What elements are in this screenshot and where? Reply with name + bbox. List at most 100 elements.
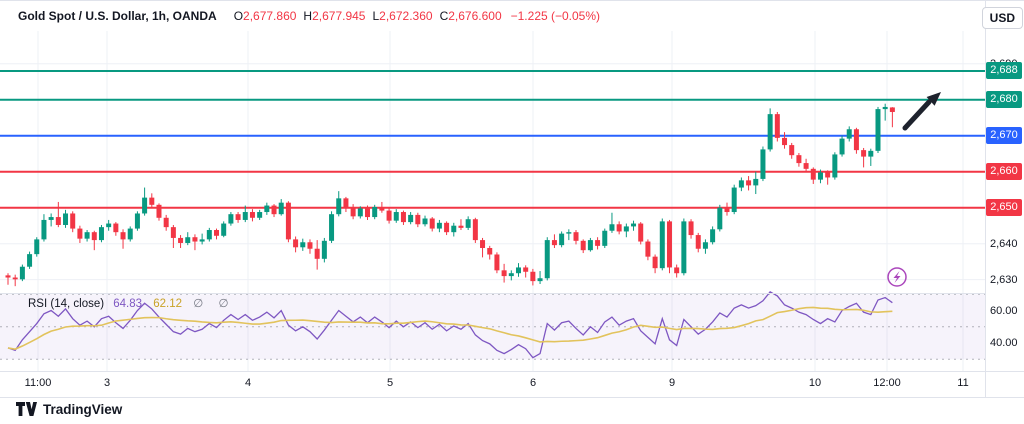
candle-body <box>350 208 356 217</box>
candle-body <box>55 217 61 225</box>
currency-button[interactable]: USD <box>981 7 1023 29</box>
candle-body <box>731 187 737 213</box>
candle-body <box>300 242 306 248</box>
symbol-title[interactable]: Gold Spot / U.S. Dollar, 1h, OANDA <box>18 9 217 23</box>
candle-body <box>868 150 874 157</box>
open-value: 2,677.860 <box>243 9 297 23</box>
candle-body <box>285 202 291 240</box>
candle-body <box>98 227 104 241</box>
candle-body <box>566 232 572 234</box>
time-axis-label-12:00: 12:00 <box>873 377 901 389</box>
time-axis-label-6: 6 <box>529 377 537 389</box>
candle-body <box>609 224 615 231</box>
candle-body <box>106 223 112 228</box>
time-axis-label-11:00: 11:00 <box>24 377 52 389</box>
candle-body <box>156 204 162 218</box>
candle-body <box>91 232 97 241</box>
candle-body <box>77 228 83 239</box>
rsi-title[interactable]: RSI (14, close) <box>28 298 105 310</box>
price-level-badge-2688[interactable]: 2,688 <box>986 62 1022 80</box>
candle-body <box>185 237 191 243</box>
arrow-shaft[interactable] <box>902 99 932 131</box>
price-level-badge-2670[interactable]: 2,670 <box>986 127 1022 145</box>
candle-body <box>889 107 895 112</box>
time-axis[interactable]: 11:00 3 4 5 6 9 10 12:00 11 <box>0 371 985 397</box>
price-level-badge-2650[interactable]: 2,650 <box>986 199 1022 217</box>
candle-body <box>537 278 543 282</box>
candle-body <box>379 206 385 211</box>
candle-body <box>595 240 601 246</box>
lightning-icon[interactable] <box>893 271 901 283</box>
candle-body <box>674 267 680 274</box>
candle-body <box>602 230 608 246</box>
candle-body <box>170 227 176 238</box>
candle-body <box>214 230 220 236</box>
time-axis-separator <box>0 371 1024 372</box>
candle-body <box>724 207 730 213</box>
candle-body <box>163 217 169 228</box>
candle-body <box>293 239 299 248</box>
candle-body <box>436 222 442 229</box>
candle-body <box>623 226 629 232</box>
time-axis-label-10: 10 <box>808 377 822 389</box>
candle-body <box>717 207 723 230</box>
rsi-ma-line <box>7 306 893 350</box>
close-label: C <box>439 9 449 23</box>
candle-body <box>810 168 816 180</box>
candle-body <box>63 213 69 225</box>
candle-body <box>70 213 76 229</box>
time-axis-label-4: 4 <box>244 377 252 389</box>
high-label: H <box>303 9 313 23</box>
high-value: 2,677.945 <box>312 9 366 23</box>
candle-body <box>314 248 320 259</box>
tradingview-logo[interactable]: TradingView <box>16 402 122 417</box>
candle-body <box>559 233 565 246</box>
price-level-badge-2680[interactable]: 2,680 <box>986 91 1022 109</box>
candle-body <box>113 223 119 233</box>
candle-body <box>336 198 342 215</box>
candle-body <box>27 254 33 267</box>
lightning-circle[interactable] <box>887 267 907 287</box>
candle-body <box>530 271 536 282</box>
candle-body <box>134 213 140 229</box>
candle-body <box>221 223 227 236</box>
candle-body <box>551 240 557 246</box>
candle-body <box>494 254 500 271</box>
candle-body <box>746 180 752 186</box>
candle-body <box>846 129 852 139</box>
candle-body <box>329 214 335 241</box>
low-label: L <box>372 9 380 23</box>
rsi-legend[interactable]: RSI (14, close) 64.83 62.12 ∅ ∅ <box>28 296 234 310</box>
candle-body <box>465 219 471 228</box>
candle-body <box>41 219 47 240</box>
price-level-badge-2660[interactable]: 2,660 <box>986 163 1022 181</box>
symbol-legend[interactable]: Gold Spot / U.S. Dollar, 1h, OANDA O2,677… <box>18 9 600 23</box>
candle-body <box>825 172 831 178</box>
candle-body <box>235 214 241 220</box>
candle-body <box>774 114 780 138</box>
candle-body <box>480 240 486 249</box>
candle-body <box>573 232 579 241</box>
candle-body <box>487 248 493 255</box>
pane-separator[interactable] <box>0 293 985 294</box>
candle-body <box>458 225 464 228</box>
change-value: −1.225 (−0.05%) <box>510 9 601 23</box>
candle-body <box>343 198 349 209</box>
candle-body <box>767 114 773 150</box>
candle-body <box>271 205 277 215</box>
candle-body <box>760 149 766 179</box>
price-axis[interactable]: 2,6902,6402,63060.0040.002,6882,6802,670… <box>985 1 1024 397</box>
price-axis-separator <box>985 1 986 397</box>
candle-body <box>695 235 701 249</box>
open-label: O <box>233 9 244 23</box>
arrow-head-icon[interactable] <box>926 92 941 106</box>
rsi-value: 64.83 <box>113 298 143 310</box>
candle-body <box>645 241 651 257</box>
rsi-axis-label-60: 60.00 <box>990 304 1018 317</box>
candle-body <box>839 138 845 155</box>
candle-body <box>178 237 184 243</box>
candle-body <box>321 240 327 259</box>
candle-body <box>451 225 457 233</box>
close-value: 2,676.600 <box>448 9 502 23</box>
